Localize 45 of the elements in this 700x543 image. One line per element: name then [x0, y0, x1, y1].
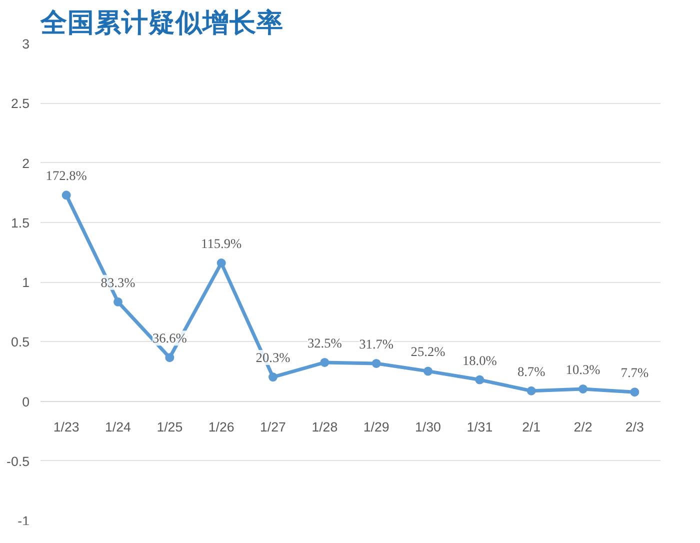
point	[268, 372, 278, 382]
x-tick-label: 1/24	[105, 419, 132, 434]
data-label: 172.8%	[46, 168, 87, 184]
x-tick-label: 1/30	[415, 419, 441, 434]
point	[578, 384, 588, 394]
data-label: 31.7%	[359, 336, 394, 352]
data-label: 83.3%	[100, 274, 136, 290]
point	[475, 375, 484, 384]
data-label: 36.6%	[152, 330, 187, 346]
point	[526, 386, 536, 396]
point	[424, 366, 432, 376]
data-label: 25.2%	[410, 344, 446, 360]
x-tick-label: 2/3	[625, 419, 644, 434]
point	[62, 190, 71, 200]
x-tick-label: 1/27	[260, 419, 286, 434]
point	[372, 358, 381, 368]
chart-title: 全国累计疑似增长率	[40, 8, 284, 38]
x-tick-label: 1/25	[156, 419, 183, 434]
data-label: 115.9%	[201, 236, 242, 252]
point	[114, 297, 122, 306]
y-tick-label: 1	[22, 275, 30, 290]
data-label: 7.7%	[620, 365, 649, 380]
x-tick-label: 1/23	[53, 419, 80, 434]
x-tick-label: 1/28	[312, 419, 338, 434]
point	[165, 353, 174, 362]
x-tick-label: 1/31	[466, 419, 493, 434]
x-tick-label: 1/26	[208, 419, 234, 434]
data-label: 10.3%	[566, 362, 600, 377]
point	[216, 258, 226, 268]
data-label: 32.5%	[307, 335, 342, 350]
x-tick-label: 2/2	[574, 419, 592, 434]
y-tick-label: 3	[22, 36, 30, 52]
y-tick-label: 2	[22, 156, 30, 171]
x-tick-label: 2/1	[522, 419, 541, 434]
x-tick-label: 1/29	[363, 419, 390, 434]
point	[320, 358, 330, 367]
data-label: 18.0%	[462, 352, 497, 368]
y-tick-label: 0.5	[10, 334, 30, 350]
y-tick-label: 0	[22, 394, 30, 410]
y-tick-label: -0.5	[6, 454, 30, 469]
data-label: 20.3%	[256, 350, 290, 366]
point	[630, 388, 640, 397]
y-tick-label: 1.5	[10, 215, 30, 230]
data-label: 8.7%	[517, 364, 546, 379]
y-tick-label: 2.5	[10, 96, 30, 112]
